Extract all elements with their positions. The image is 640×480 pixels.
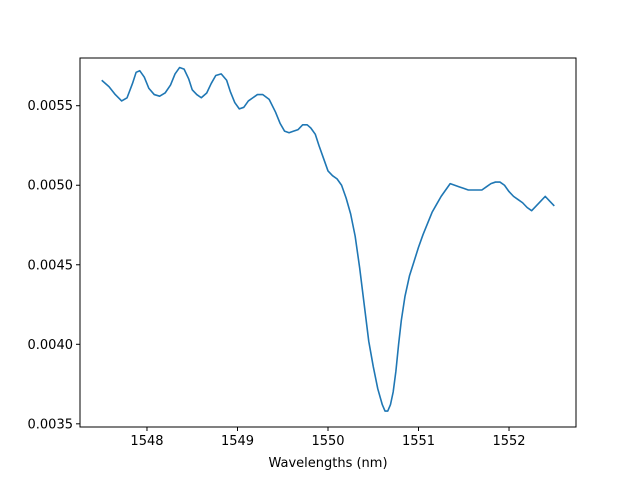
y-axis-ticks: 0.0035 0.0040 0.0045 0.0050 0.0055 bbox=[28, 99, 80, 432]
y-tick-label: 0.0040 bbox=[28, 338, 74, 353]
x-tick-label: 1548 bbox=[130, 434, 163, 449]
x-axis-ticks: 1548 1549 1550 1551 1552 bbox=[130, 427, 526, 449]
x-tick-label: 1549 bbox=[221, 434, 254, 449]
y-tick-label: 0.0055 bbox=[28, 99, 74, 114]
x-tick-label: 1551 bbox=[402, 434, 435, 449]
x-tick-label: 1552 bbox=[492, 434, 525, 449]
y-tick-label: 0.0050 bbox=[28, 179, 74, 194]
y-tick-label: 0.0045 bbox=[28, 258, 74, 273]
plot-area bbox=[101, 66, 555, 412]
x-tick-label: 1550 bbox=[311, 434, 344, 449]
y-tick-label: 0.0035 bbox=[28, 417, 74, 432]
series-line-0 bbox=[101, 66, 555, 412]
x-axis-label: Wavelengths (nm) bbox=[268, 456, 387, 471]
axes-frame bbox=[79, 57, 577, 428]
